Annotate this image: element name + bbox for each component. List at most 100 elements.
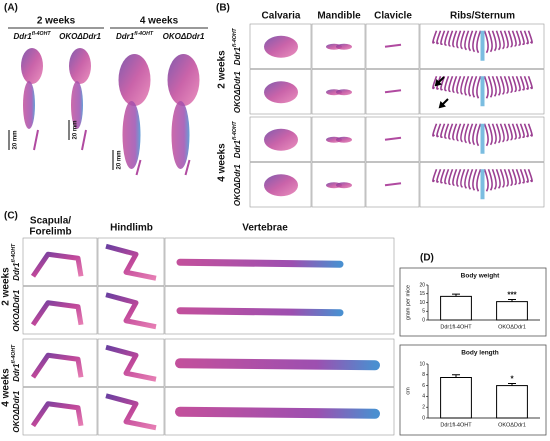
specimen-image bbox=[460, 75, 466, 95]
specimen-image bbox=[456, 75, 462, 95]
specimen-image bbox=[176, 307, 344, 317]
specimen-image bbox=[456, 168, 462, 188]
specimen-image bbox=[491, 30, 497, 52]
specimen-image bbox=[499, 168, 505, 188]
group-title: 4 weeks bbox=[140, 16, 179, 27]
specimen-image bbox=[460, 30, 466, 50]
genotype-superscript: fl-4OHT bbox=[232, 27, 238, 47]
genotype-name: OKOΔDdr1 bbox=[233, 164, 242, 206]
specimen-image bbox=[507, 123, 513, 141]
x-tick-label: OKOΔDdr1 bbox=[498, 324, 526, 330]
panel-label: (C) bbox=[4, 211, 18, 222]
specimen-image bbox=[264, 174, 298, 197]
scale-label: 20 mm bbox=[13, 130, 19, 149]
y-tick-label: 0 bbox=[422, 317, 425, 323]
column-header: Ribs/Sternum bbox=[450, 11, 515, 22]
specimen-image bbox=[527, 168, 533, 183]
specimen-image bbox=[452, 123, 458, 141]
specimen-image bbox=[480, 123, 485, 154]
specimen-image bbox=[472, 123, 478, 146]
genotype-name: Ddr1 bbox=[14, 32, 33, 41]
error-bar bbox=[452, 293, 460, 297]
genotype-label: OKOΔDdr1 bbox=[59, 32, 101, 41]
genotype-label: OKOΔDdr1 bbox=[233, 71, 242, 113]
specimen-image bbox=[452, 75, 458, 94]
column-header: Mandible bbox=[317, 11, 361, 22]
genotype-name: Ddr1 bbox=[12, 262, 21, 281]
specimen-image bbox=[21, 48, 43, 84]
specimen-image bbox=[23, 81, 35, 129]
genotype-name: OKOΔDdr1 bbox=[12, 289, 21, 331]
specimen-image bbox=[491, 168, 497, 190]
genotype-superscript: fl-4OHT bbox=[11, 243, 17, 263]
specimen-image bbox=[487, 75, 493, 98]
genotype-label: OKOΔDdr1 bbox=[12, 289, 21, 331]
specimen-image bbox=[503, 30, 509, 49]
y-axis-label: gram per mice bbox=[405, 285, 411, 320]
chart-title: Body length bbox=[461, 350, 499, 357]
specimen-image bbox=[336, 136, 352, 143]
scale-label: 20 mm bbox=[73, 120, 79, 139]
specimen-image bbox=[444, 75, 450, 92]
specimen-image bbox=[175, 406, 380, 419]
column-header: Hindlimb bbox=[110, 223, 153, 234]
specimen-image bbox=[167, 54, 200, 106]
specimen-image bbox=[264, 81, 298, 104]
specimen-image bbox=[464, 30, 470, 51]
specimen-image bbox=[519, 30, 525, 46]
genotype-name: Ddr1 bbox=[116, 32, 135, 41]
specimen-image bbox=[336, 89, 352, 96]
column-header: Forelimb bbox=[29, 227, 71, 238]
image-cell bbox=[22, 338, 98, 387]
specimen-image bbox=[30, 300, 84, 327]
error-bar bbox=[508, 299, 516, 302]
image-cell bbox=[22, 237, 98, 286]
specimen-image bbox=[507, 30, 513, 48]
y-tick-label: 10 bbox=[419, 300, 425, 306]
genotype-label: OKOΔDdr1 bbox=[12, 390, 21, 432]
group-title: 4 weeks bbox=[1, 368, 12, 407]
group-title: 2 weeks bbox=[1, 267, 12, 306]
specimen-image bbox=[436, 75, 442, 90]
specimen-image bbox=[468, 30, 474, 52]
y-tick-label: 5 bbox=[422, 309, 425, 315]
specimen-image bbox=[480, 30, 485, 61]
specimen-image bbox=[71, 81, 83, 129]
arrow bbox=[434, 76, 445, 87]
genotype-label: OKOΔDdr1 bbox=[233, 164, 242, 206]
specimen-image bbox=[515, 30, 521, 46]
specimen-image bbox=[336, 43, 352, 50]
specimen-image bbox=[472, 168, 478, 191]
specimen-image bbox=[511, 123, 517, 140]
specimen-image bbox=[456, 30, 462, 49]
specimen-image bbox=[472, 75, 478, 98]
specimen-image bbox=[480, 169, 485, 200]
specimen-image bbox=[30, 401, 84, 428]
specimen-image bbox=[491, 123, 497, 145]
specimen-image bbox=[495, 168, 501, 189]
specimen-image bbox=[460, 123, 466, 143]
specimen-image bbox=[503, 75, 509, 95]
specimen-image bbox=[476, 30, 482, 54]
specimen-image bbox=[440, 30, 446, 46]
specimen-image bbox=[487, 30, 493, 53]
specimen-image bbox=[468, 75, 474, 97]
specimen-image bbox=[511, 30, 517, 47]
specimen-image bbox=[515, 75, 521, 92]
bar bbox=[496, 301, 528, 321]
specimen-image bbox=[384, 136, 402, 141]
panel-label: (D) bbox=[420, 253, 434, 264]
specimen-image bbox=[476, 168, 482, 192]
specimen-image bbox=[507, 168, 513, 187]
specimen-image bbox=[519, 123, 525, 139]
specimen-image bbox=[444, 123, 450, 139]
y-tick-label: 4 bbox=[422, 394, 425, 400]
specimen-image bbox=[436, 168, 442, 183]
y-tick-label: 20 bbox=[419, 282, 425, 288]
specimen-image bbox=[476, 75, 482, 99]
specimen-image bbox=[176, 258, 344, 268]
genotype-name: OKOΔDdr1 bbox=[163, 32, 205, 41]
genotype-name: OKOΔDdr1 bbox=[12, 390, 21, 432]
specimen-image bbox=[122, 101, 141, 169]
